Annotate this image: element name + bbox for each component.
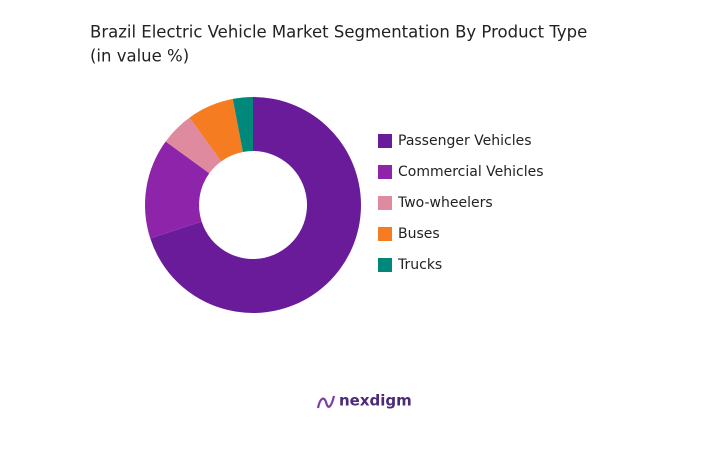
legend-label: Trucks bbox=[397, 257, 442, 273]
donut-slice bbox=[144, 141, 210, 239]
legend-swatch bbox=[378, 227, 392, 241]
legend-swatch bbox=[378, 258, 392, 272]
donut-slice bbox=[150, 97, 361, 313]
logo: nexdigm bbox=[316, 392, 412, 410]
legend-label: Passenger Vehicles bbox=[398, 133, 532, 149]
donut-slice bbox=[232, 97, 253, 152]
chart-subtitle: (in value %) bbox=[90, 47, 189, 66]
legend-swatch bbox=[378, 134, 392, 148]
legend-label: Two-wheelers bbox=[397, 195, 493, 211]
logo-icon bbox=[316, 395, 336, 409]
chart-title: Brazil Electric Vehicle Market Segmentat… bbox=[90, 23, 587, 42]
legend-swatch bbox=[378, 165, 392, 179]
legend-swatch bbox=[378, 196, 392, 210]
donut-slice bbox=[189, 98, 243, 162]
donut-slice bbox=[165, 117, 222, 174]
legend-label: Buses bbox=[398, 226, 440, 242]
legend-label: Commercial Vehicles bbox=[398, 164, 544, 180]
brand-name: nexdigm bbox=[339, 392, 412, 410]
